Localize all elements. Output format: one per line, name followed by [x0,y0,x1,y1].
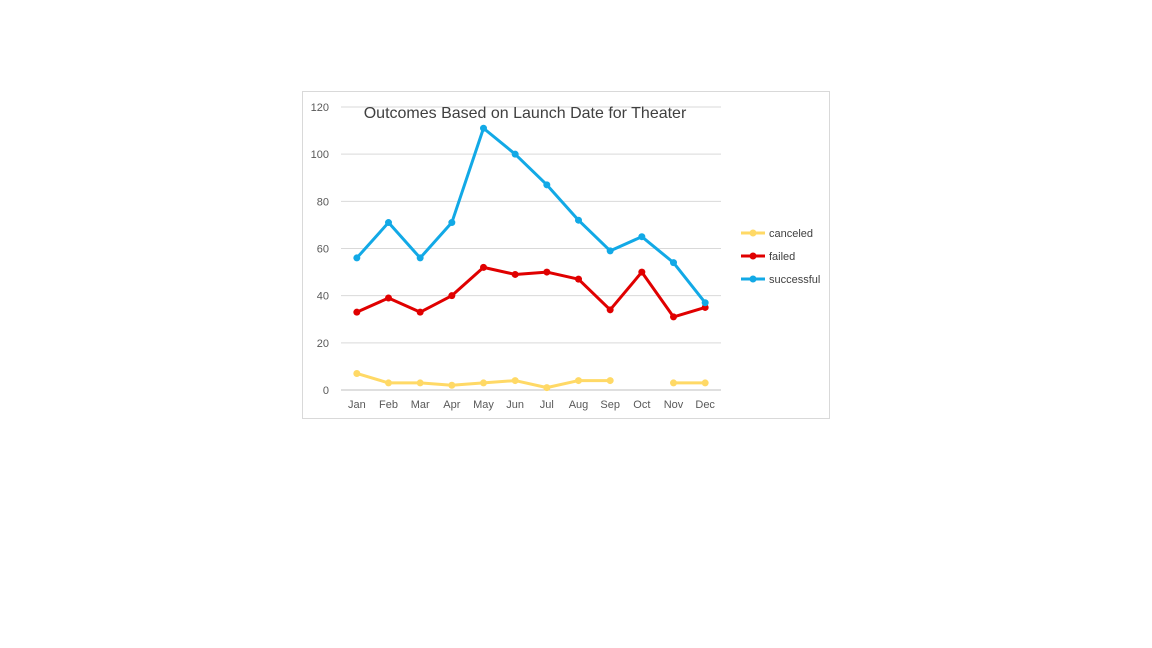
series-failed [353,263,709,321]
data-point-canceled [511,377,519,385]
data-point-canceled [606,377,614,385]
legend-label: successful [769,274,820,286]
data-point-failed [638,268,646,276]
legend-item-failed: failed [741,251,795,263]
series-lines [353,124,709,392]
data-point-failed [416,308,424,316]
y-tick-label: 20 [317,338,329,350]
legend-item-successful: successful [741,274,820,286]
data-point-successful [416,254,424,262]
data-point-canceled [480,379,487,387]
x-tick-label: Apr [443,399,460,411]
legend-label: canceled [769,228,813,240]
series-successful [353,124,709,307]
legend: canceled failed successful [741,228,820,286]
data-point-successful [701,299,709,307]
chart-frame: 0 20 40 60 80 100 120 Jan Feb Mar Apr May Jun Jul Aug… [302,91,830,419]
data-point-failed [670,313,677,321]
x-tick-label: Oct [633,399,650,411]
x-tick-label: Jun [506,399,524,411]
x-tick-label: Sep [600,399,620,411]
data-point-failed [606,306,614,314]
line-chart: 0 20 40 60 80 100 120 Jan Feb Mar Apr May Jun Jul Aug… [311,102,821,411]
data-point-failed [511,270,519,278]
y-tick-label: 80 [317,196,329,208]
chart-title: Outcomes Based on Launch Date for Theate… [364,105,687,122]
data-point-failed [575,275,582,283]
data-point-successful [670,259,677,267]
x-tick-label: Jan [348,399,366,411]
data-point-successful [606,247,614,255]
data-point-failed [385,294,392,302]
y-tick-label: 0 [323,385,329,397]
data-point-canceled [575,377,582,385]
series-line-successful [355,126,707,304]
legend-swatch-marker [749,229,757,237]
data-point-successful [353,254,361,262]
x-tick-label: Jul [540,399,554,411]
data-point-successful [575,216,582,224]
y-tick-label: 100 [311,149,329,161]
data-point-canceled [448,381,456,389]
legend-swatch-marker [749,275,757,283]
x-tick-label: Dec [695,399,715,411]
data-point-failed [543,268,551,276]
gridlines [341,106,721,391]
series-line-failed [356,265,706,319]
data-point-canceled [670,379,677,387]
data-point-canceled [701,379,709,387]
x-tick-label: Aug [569,399,589,411]
x-axis-ticks: Jan Feb Mar Apr May Jun Jul Aug Sep Oct Nov Dec [348,399,715,411]
y-tick-label: 60 [317,244,329,256]
data-point-failed [353,308,361,316]
x-tick-label: Nov [664,399,684,411]
legend-swatch-marker [749,252,757,260]
y-axis-ticks: 0 20 40 60 80 100 120 [311,102,329,397]
legend-label: failed [769,251,795,263]
data-point-canceled [385,379,392,387]
data-point-canceled [353,369,361,377]
data-point-successful [480,124,487,132]
y-tick-label: 120 [311,102,329,114]
x-tick-label: May [473,399,494,411]
data-point-canceled [416,379,424,387]
data-point-successful [638,233,646,241]
x-tick-label: Mar [411,399,430,411]
series-canceled [353,369,709,392]
data-point-successful [448,219,456,227]
data-point-successful [511,150,519,158]
x-tick-label: Feb [379,399,398,411]
data-point-failed [448,292,456,300]
y-tick-label: 40 [317,291,329,303]
data-point-successful [543,181,551,189]
data-point-canceled [543,384,551,392]
legend-item-canceled: canceled [741,228,813,240]
data-point-failed [480,263,487,271]
data-point-successful [385,219,392,227]
